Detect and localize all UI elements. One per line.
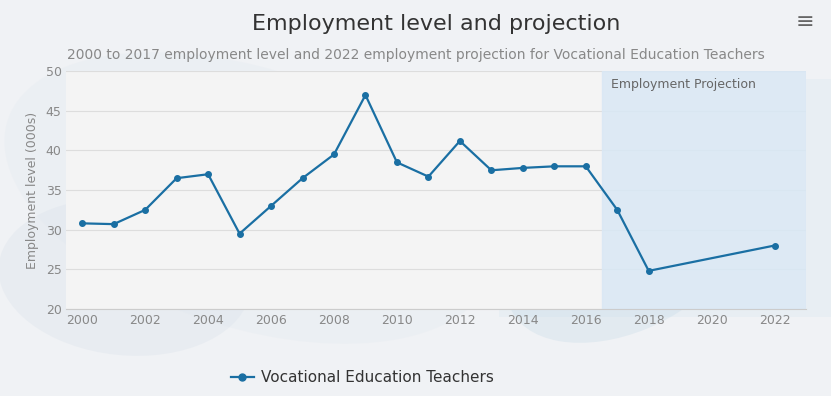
Ellipse shape <box>507 172 740 343</box>
Y-axis label: Employment level (000s): Employment level (000s) <box>26 112 39 268</box>
Ellipse shape <box>4 52 494 344</box>
Title: Employment level and projection: Employment level and projection <box>252 13 621 34</box>
Text: ≡: ≡ <box>796 12 814 32</box>
Bar <box>499 79 831 317</box>
Bar <box>602 71 806 309</box>
Ellipse shape <box>0 198 251 356</box>
Text: 2000 to 2017 employment level and 2022 employment projection for Vocational Educ: 2000 to 2017 employment level and 2022 e… <box>66 48 765 61</box>
Text: Employment Projection: Employment Projection <box>611 78 756 91</box>
Legend: Vocational Education Teachers: Vocational Education Teachers <box>224 364 500 392</box>
